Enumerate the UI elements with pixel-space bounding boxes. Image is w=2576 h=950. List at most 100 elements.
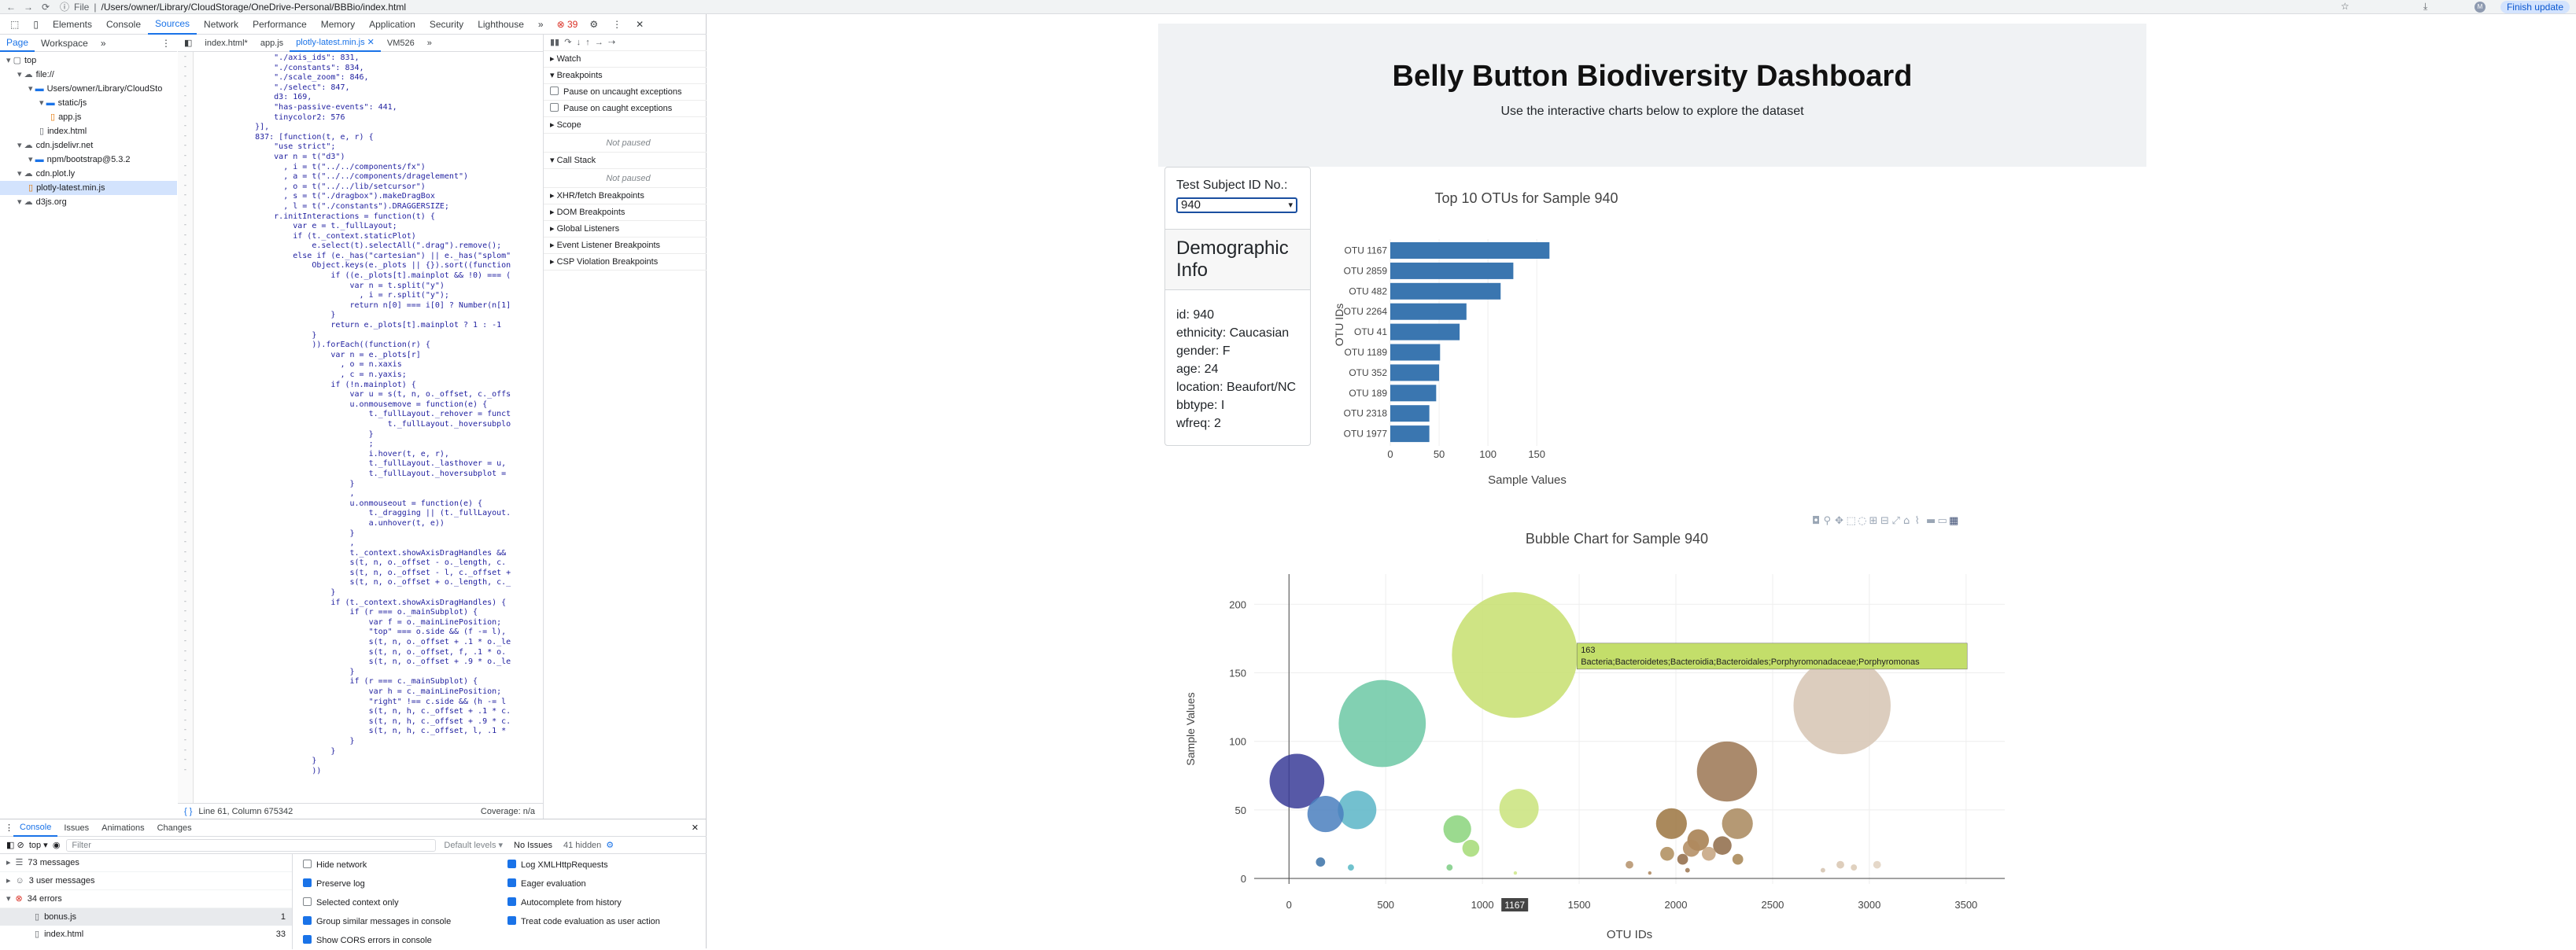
address-bar[interactable]: ⓘ File | /Users/owner/Library/CloudStora…	[60, 0, 406, 13]
zoom-in-icon[interactable]: ⊞	[1869, 515, 1878, 527]
option-checkbox[interactable]	[507, 916, 516, 925]
expand-arrow-icon[interactable]: ▾	[28, 155, 35, 164]
global-listeners-section[interactable]: ▸ Global Listeners	[544, 221, 707, 238]
console-option[interactable]: Preserve log	[303, 875, 504, 893]
eye-icon[interactable]: ◉	[52, 841, 61, 850]
editor-tab-vm[interactable]: VM526	[386, 38, 415, 48]
camera-icon[interactable]: ◘	[1812, 515, 1820, 527]
tab-console[interactable]: Console	[105, 18, 142, 30]
file-tree-item[interactable]: ▾ ▢ top	[0, 53, 177, 68]
bar[interactable]	[1390, 405, 1430, 422]
bubble[interactable]	[1722, 808, 1753, 839]
tab-performance[interactable]: Performance	[253, 18, 307, 30]
bubble[interactable]	[1626, 860, 1633, 869]
console-settings-gear-icon[interactable]: ⚙	[606, 841, 614, 850]
subject-id-select[interactable]: 940 ▾	[1176, 197, 1297, 213]
kebab-menu-icon[interactable]: ⋮	[161, 37, 171, 49]
step-out-icon[interactable]: ↑	[585, 38, 590, 47]
file-tree-item[interactable]: ▯ plotly-latest.min.js	[0, 181, 177, 195]
bubble[interactable]	[1513, 871, 1518, 875]
option-checkbox[interactable]	[303, 916, 312, 925]
hover-closest-icon[interactable]: ▬	[1926, 515, 1936, 527]
more-icon[interactable]: »	[100, 37, 106, 49]
expand-arrow-icon[interactable]: ▾	[17, 169, 24, 179]
csp-breakpoints-section[interactable]: ▸ CSP Violation Breakpoints	[544, 254, 707, 271]
pause-caught-option[interactable]: Pause on caught exceptions	[544, 101, 707, 117]
expand-arrow-icon[interactable]: ▾	[17, 141, 24, 150]
error-count-badge[interactable]: ⊗ 39	[556, 18, 578, 30]
console-option[interactable]: Eager evaluation	[507, 875, 704, 893]
file-tree-item[interactable]: ▯ app.js	[0, 110, 177, 124]
console-file-row[interactable]: ▯ bonus.js 1	[0, 908, 292, 926]
finish-update-button[interactable]: Finish update	[2500, 1, 2570, 13]
tab-elements[interactable]: Elements	[52, 18, 92, 30]
tab-memory[interactable]: Memory	[320, 18, 356, 30]
bubble[interactable]	[1338, 679, 1426, 768]
dom-breakpoints-section[interactable]: ▸ DOM Breakpoints	[544, 204, 707, 221]
hover-compare-icon[interactable]: ▭	[1938, 515, 1947, 527]
watch-section[interactable]: ▸ Watch	[544, 51, 707, 68]
zoom-icon[interactable]: ⚲	[1824, 515, 1832, 527]
option-checkbox[interactable]	[507, 878, 516, 887]
bubble[interactable]	[1682, 839, 1700, 857]
console-option[interactable]: Hide network	[303, 856, 504, 875]
expand-arrow-icon[interactable]: ▾	[17, 70, 24, 79]
option-checkbox[interactable]	[303, 878, 312, 887]
device-toolbar-icon[interactable]: ▯	[33, 18, 39, 30]
bar[interactable]	[1390, 303, 1467, 320]
file-tree-item[interactable]: ▾ ☁ file://	[0, 68, 177, 82]
bubble[interactable]	[1701, 846, 1716, 861]
bubble[interactable]	[1307, 796, 1344, 833]
pause-uncaught-checkbox[interactable]	[550, 87, 559, 95]
lasso-icon[interactable]: ◌	[1858, 515, 1866, 527]
bar[interactable]	[1390, 425, 1430, 443]
tab-workspace[interactable]: Workspace	[41, 37, 88, 49]
bubble[interactable]	[1443, 815, 1471, 843]
bar[interactable]	[1390, 385, 1437, 402]
drawer-tab-console[interactable]: Console	[13, 819, 58, 837]
tab-security[interactable]: Security	[429, 18, 464, 30]
more-tabs-icon[interactable]: »	[537, 18, 544, 30]
console-group-user[interactable]: ▸ ☺ 3 user messages	[0, 872, 292, 890]
drawer-tab-issues[interactable]: Issues	[64, 823, 90, 833]
bubble[interactable]	[1820, 867, 1825, 873]
url-text[interactable]: /Users/owner/Library/CloudStorage/OneDri…	[101, 1, 406, 13]
console-option[interactable]: Group similar messages in console	[303, 912, 504, 931]
kebab-menu-icon[interactable]: ⋮	[612, 18, 622, 30]
file-tree-item[interactable]: ▾ ☁ d3js.org	[0, 195, 177, 209]
bubble[interactable]	[1677, 853, 1688, 865]
drawer-tab-animations[interactable]: Animations	[101, 823, 145, 833]
option-checkbox[interactable]	[303, 860, 312, 868]
autoscale-icon[interactable]: ⤢	[1892, 515, 1900, 527]
bar[interactable]	[1390, 344, 1441, 361]
bookmark-star-icon[interactable]: ☆	[2341, 1, 2349, 12]
xhr-breakpoints-section[interactable]: ▸ XHR/fetch Breakpoints	[544, 188, 707, 204]
bar[interactable]	[1390, 282, 1501, 300]
tab-lighthouse[interactable]: Lighthouse	[478, 18, 524, 30]
breakpoints-section[interactable]: ▾ Breakpoints	[544, 68, 707, 84]
bubble[interactable]	[1269, 753, 1325, 809]
pause-uncaught-option[interactable]: Pause on uncaught exceptions	[544, 84, 707, 101]
bar[interactable]	[1390, 242, 1550, 259]
event-listener-breakpoints-section[interactable]: ▸ Event Listener Breakpoints	[544, 238, 707, 254]
option-checkbox[interactable]	[507, 860, 516, 868]
toggle-navigator-icon[interactable]: ◧	[184, 39, 193, 48]
bubble[interactable]	[1873, 860, 1881, 869]
step-over-icon[interactable]: ↷	[564, 38, 572, 47]
pause-icon[interactable]: ▮▮	[550, 38, 560, 47]
bar[interactable]	[1390, 323, 1460, 341]
close-drawer-icon[interactable]: ✕	[691, 823, 699, 833]
line-gutter[interactable]: ----------------------------------------…	[178, 52, 194, 803]
inspect-icon[interactable]: ⬚	[10, 18, 20, 30]
zoom-out-icon[interactable]: ⊟	[1880, 515, 1889, 527]
reset-axes-icon[interactable]: ⌂	[1903, 515, 1910, 527]
bubble[interactable]	[1732, 853, 1744, 865]
step-into-icon[interactable]: ↓	[576, 38, 581, 47]
forward-icon[interactable]: →	[24, 1, 33, 13]
info-icon[interactable]: ⓘ	[60, 2, 70, 13]
bubble[interactable]	[1660, 846, 1674, 861]
download-icon[interactable]: ⤓	[2423, 1, 2428, 12]
box-select-icon[interactable]: ⬚	[1847, 515, 1856, 527]
console-option[interactable]: Selected context only	[303, 893, 504, 912]
back-icon[interactable]: ←	[6, 1, 16, 13]
